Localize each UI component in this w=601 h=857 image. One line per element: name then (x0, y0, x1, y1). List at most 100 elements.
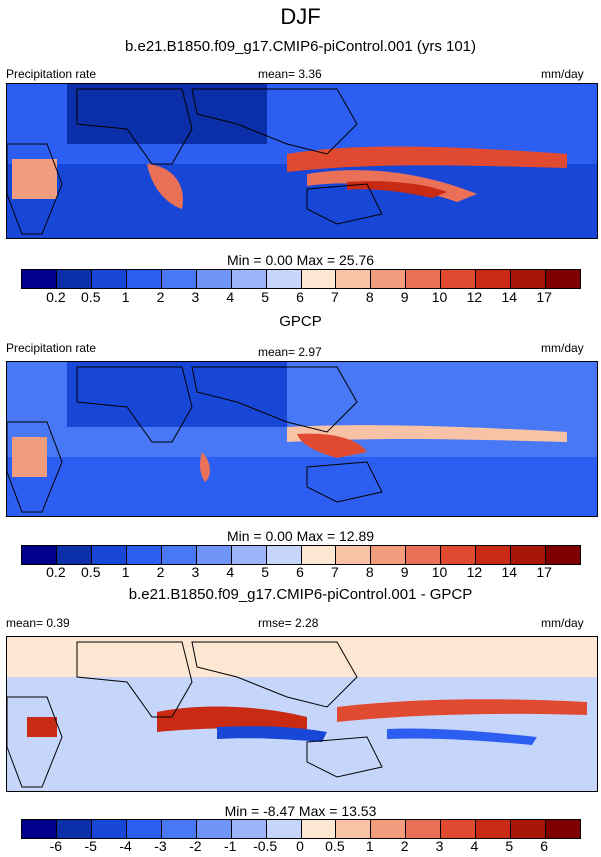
panel-1-right-label: mm/day (541, 67, 584, 81)
colorbar-3-swatch (511, 820, 547, 838)
colorbar-2-swatch (126, 546, 162, 564)
map-2-itcz-band (287, 425, 567, 442)
colorbar-3-swatch (56, 820, 92, 838)
colorbar-3-tick-label: -6 (49, 838, 63, 854)
colorbar-1 (21, 269, 581, 289)
colorbar-1-tick-label: 1 (121, 289, 130, 305)
panel-1-center-label: mean= 3.36 (258, 67, 322, 81)
panel-2-subtitle: GPCP (279, 313, 322, 330)
panel-1-map-svg (7, 84, 597, 238)
panel-3-map-svg (7, 637, 597, 791)
figure-title: DJF (280, 4, 321, 29)
colorbar-1-swatch (126, 270, 162, 288)
colorbar-1-swatch (231, 270, 267, 288)
colorbar-3-tick-label: -5 (84, 838, 97, 854)
colorbar-3-swatch (546, 820, 580, 838)
colorbar-3-swatch (476, 820, 512, 838)
colorbar-2-tick-label: 5 (261, 564, 270, 580)
panel-2-left-label: Precipitation rate (6, 341, 97, 355)
colorbar-1-tick-label: 9 (400, 289, 409, 305)
map-1-eurasia-outline (191, 88, 358, 155)
colorbar-3-tick-label: 6 (540, 838, 549, 854)
colorbar-1-tick-label: 14 (501, 289, 518, 305)
colorbar-3 (21, 819, 581, 839)
colorbar-1-tick-label: 4 (226, 289, 235, 305)
panel-3-center-label: rmse= 2.28 (258, 616, 319, 630)
colorbar-1-swatch (161, 270, 197, 288)
panel-2-right-label: mm/day (541, 341, 584, 355)
map-2-madagascar-rain (200, 452, 210, 482)
colorbar-3-swatch (406, 820, 442, 838)
colorbar-3-tick-label: 4 (470, 838, 479, 854)
map-2-africa-outline (76, 366, 193, 443)
colorbar-2-swatch (476, 546, 512, 564)
colorbar-3-tick-label: -2 (189, 838, 202, 854)
colorbar-2-tick-label: 14 (501, 564, 518, 580)
colorbar-1-tick-label: 17 (536, 289, 552, 305)
colorbar-3-ticks: -6 -5 -4 -3 -2 -1 -0.5 0 0.5 1 2 3 4 5 6 (21, 838, 579, 856)
colorbar-2-swatch (196, 546, 232, 564)
colorbar-1-tick-label: 6 (296, 289, 304, 305)
colorbar-1-swatch (511, 270, 547, 288)
map-3-eurasia-outline (191, 641, 358, 708)
map-1-dry-region-north-africa (67, 84, 267, 144)
colorbar-3-tick-label: -0.5 (253, 838, 278, 854)
colorbar-3-swatch (91, 820, 127, 838)
colorbar-3-swatch (231, 820, 267, 838)
colorbar-2-tick-label: 3 (191, 564, 200, 580)
colorbar-2-swatch (161, 546, 197, 564)
colorbar-2-tick-label: 8 (365, 564, 374, 580)
map-3-south-america-positive (27, 717, 57, 737)
map-1-south-america-outline (7, 143, 63, 235)
colorbar-3-tick-label: 5 (505, 838, 514, 854)
colorbar-1-tick-label: 2 (156, 289, 165, 305)
colorbar-1-tick-label: 8 (365, 289, 374, 305)
panel-3-subtitle: b.e21.B1850.f09_g17.CMIP6-piControl.001 … (128, 586, 473, 603)
colorbar-3-swatch (161, 820, 197, 838)
panel-1-map (6, 83, 598, 239)
colorbar-2-swatch (441, 546, 477, 564)
colorbar-2-swatch (511, 546, 547, 564)
map-1-maritime-continent-rain (347, 181, 447, 198)
colorbar-1-swatch (371, 270, 407, 288)
colorbar-1-swatch (336, 270, 372, 288)
map-2-australia-outline (306, 461, 383, 503)
colorbar-1-swatch (441, 270, 477, 288)
panel-1-subtitle: b.e21.B1850.f09_g17.CMIP6-piControl.001 … (124, 38, 477, 55)
colorbar-3-tick-label: 2 (400, 838, 409, 854)
colorbar-3-swatch (266, 820, 302, 838)
map-3-indian-ocean-negative (217, 726, 327, 742)
colorbar-2-tick-label: 0.5 (81, 564, 101, 580)
colorbar-3-swatch (126, 820, 162, 838)
colorbar-3-tick-label: 3 (435, 838, 444, 854)
colorbar-2-tick-label: 1 (121, 564, 130, 580)
panel-2-minmax: Min = 0.00 Max = 12.89 (226, 528, 375, 544)
colorbar-3-swatch (301, 820, 337, 838)
colorbar-2-swatch (231, 546, 267, 564)
panel-3-minmax: Min = -8.47 Max = 13.53 (224, 803, 377, 819)
colorbar-2-tick-label: 7 (330, 564, 339, 580)
colorbar-3-tick-label: -4 (119, 838, 132, 854)
colorbar-3-swatch (371, 820, 407, 838)
colorbar-1-swatch (546, 270, 580, 288)
colorbar-2-swatch (266, 546, 302, 564)
colorbar-3-tick-label: 1 (365, 838, 374, 854)
map-3-indian-ocean-positive (157, 706, 307, 732)
map-2-south-america-rain (12, 437, 47, 477)
colorbar-2-swatch (56, 546, 92, 564)
colorbar-3-swatch (336, 820, 372, 838)
map-3-africa-outline (76, 641, 193, 718)
map-2-dry-region-north-africa (67, 362, 287, 427)
map-1-australia-outline (306, 183, 383, 225)
colorbar-1-swatch (22, 270, 57, 288)
colorbar-2-tick-label: 12 (466, 564, 483, 580)
colorbar-1-swatch (56, 270, 92, 288)
colorbar-1-swatch (406, 270, 442, 288)
map-2-maritime-continent-rain (297, 433, 367, 458)
colorbar-3-swatch (196, 820, 232, 838)
map-2-southern-ocean (7, 457, 597, 516)
map-3-pacific-positive (337, 699, 587, 722)
colorbar-3-tick-label: -3 (154, 838, 167, 854)
panel-1-left-label: Precipitation rate (6, 67, 97, 81)
colorbar-2-tick-label: 10 (431, 564, 448, 580)
